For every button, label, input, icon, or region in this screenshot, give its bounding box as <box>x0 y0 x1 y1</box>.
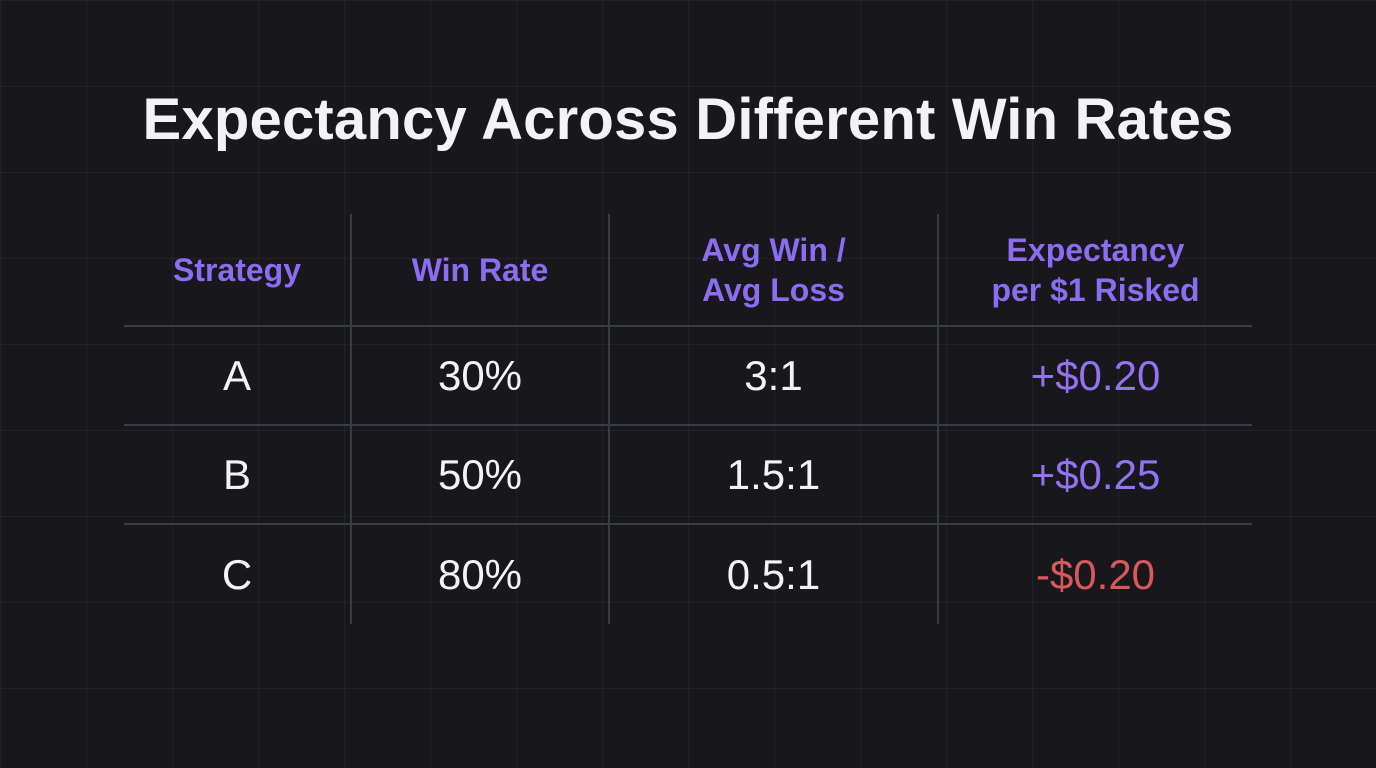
table-cell-strategy: C <box>221 550 253 598</box>
table-cell-win-rate: 50% <box>437 450 523 498</box>
table-cell-strategy: B <box>222 450 251 498</box>
column-header-label: Win Rate <box>411 251 549 288</box>
table-cell-expectancy: -$0.20 <box>1035 550 1156 598</box>
column-header-win-rate: Win Rate <box>352 214 608 325</box>
column-header-label-line1: Expectancy <box>1006 231 1185 268</box>
column-divider <box>937 214 939 624</box>
column-header-ratio: Avg Win / Avg Loss <box>610 214 937 325</box>
table-cell-strategy: A <box>222 351 251 399</box>
table-cell-ratio: 0.5:1 <box>726 550 821 598</box>
row-divider <box>124 325 1252 327</box>
column-header-label-line1: Avg Win / <box>701 231 846 268</box>
expectancy-table: Strategy Win Rate Avg Win / Avg Loss Exp… <box>124 214 1252 624</box>
column-header-label-line2: per $1 Risked <box>991 271 1200 308</box>
column-header-expectancy: Expectancy per $1 Risked <box>939 214 1252 325</box>
table-cell-expectancy: +$0.20 <box>1030 351 1161 399</box>
column-header-strategy: Strategy <box>124 214 350 325</box>
column-divider <box>350 214 352 624</box>
column-divider <box>608 214 610 624</box>
table-cell-win-rate: 80% <box>437 550 523 598</box>
table-cell-win-rate: 30% <box>437 351 523 399</box>
row-divider <box>124 424 1252 426</box>
chart-title: Expectancy Across Different Win Rates <box>142 87 1234 152</box>
table-cell-ratio: 3:1 <box>744 351 803 399</box>
table-cell-expectancy: +$0.25 <box>1030 450 1161 498</box>
table-cell-ratio: 1.5:1 <box>726 450 821 498</box>
row-divider <box>124 523 1252 525</box>
column-header-label: Strategy <box>172 251 302 288</box>
column-header-label-line2: Avg Loss <box>702 271 845 308</box>
